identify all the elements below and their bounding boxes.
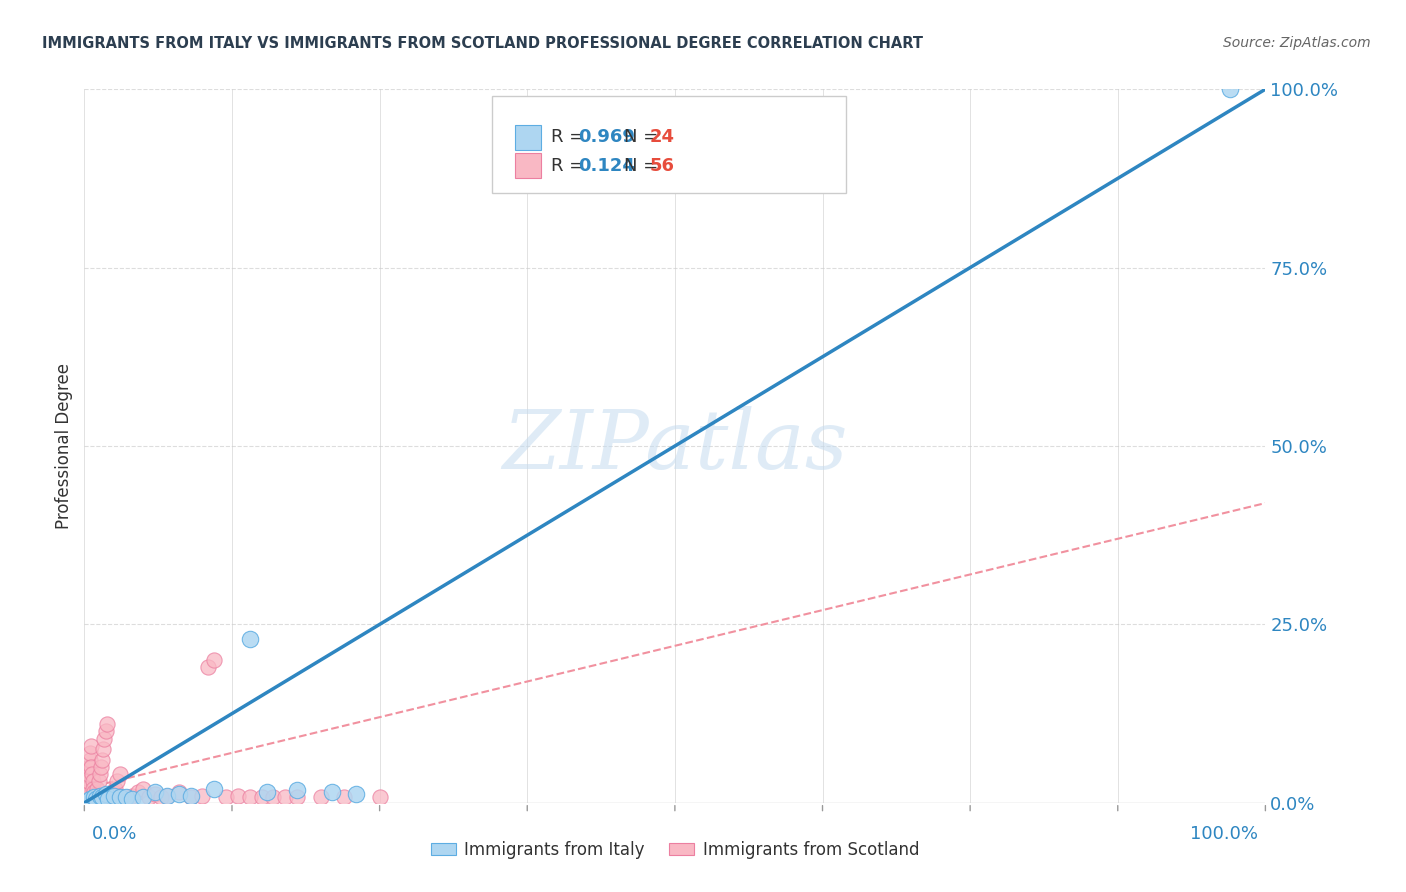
- Text: 100.0%: 100.0%: [1191, 825, 1258, 843]
- Point: [96, 717, 118, 731]
- Point: [101, 785, 124, 799]
- Point: [108, 767, 131, 781]
- Point: [83, 789, 105, 803]
- Point: [107, 774, 129, 789]
- Point: [94, 787, 117, 801]
- FancyBboxPatch shape: [516, 125, 541, 150]
- Point: [150, 790, 173, 805]
- Point: [262, 790, 284, 805]
- Point: [77, 794, 100, 808]
- Point: [121, 792, 143, 806]
- Text: 0.124: 0.124: [578, 157, 636, 175]
- Point: [79, 746, 101, 760]
- Point: [79, 753, 101, 767]
- Point: [333, 790, 356, 805]
- Point: [156, 789, 179, 803]
- Point: [156, 789, 179, 803]
- Point: [114, 790, 136, 805]
- Point: [83, 790, 105, 805]
- Point: [239, 632, 262, 646]
- Y-axis label: Professional Degree: Professional Degree: [55, 363, 73, 529]
- Point: [94, 724, 117, 739]
- Point: [167, 787, 190, 801]
- Point: [83, 785, 105, 799]
- Point: [90, 760, 112, 774]
- Text: ZIPatlas: ZIPatlas: [502, 406, 848, 486]
- Point: [97, 790, 120, 805]
- Point: [77, 760, 100, 774]
- Point: [274, 790, 297, 805]
- Point: [143, 787, 166, 801]
- Point: [76, 781, 98, 796]
- Point: [321, 785, 343, 799]
- Point: [89, 789, 111, 803]
- Point: [91, 790, 114, 805]
- Point: [132, 781, 155, 796]
- Point: [127, 785, 149, 799]
- Point: [82, 781, 104, 796]
- Point: [180, 790, 202, 805]
- Text: R =: R =: [551, 157, 583, 175]
- Point: [103, 789, 125, 803]
- Point: [80, 739, 103, 753]
- Point: [132, 790, 155, 805]
- Point: [87, 774, 110, 789]
- FancyBboxPatch shape: [516, 153, 541, 178]
- Point: [80, 760, 103, 774]
- Text: N =: N =: [624, 128, 658, 146]
- Point: [75, 789, 97, 803]
- Text: 0.969: 0.969: [578, 128, 636, 146]
- Point: [285, 783, 308, 797]
- Point: [143, 785, 166, 799]
- Point: [121, 789, 143, 803]
- Point: [84, 791, 107, 805]
- Point: [368, 790, 391, 805]
- Point: [202, 653, 225, 667]
- Point: [79, 792, 101, 806]
- Point: [77, 774, 100, 789]
- Point: [202, 781, 225, 796]
- Point: [93, 731, 115, 746]
- Text: 0.0%: 0.0%: [91, 825, 136, 843]
- FancyBboxPatch shape: [492, 96, 846, 193]
- Point: [250, 790, 273, 805]
- Point: [1219, 82, 1241, 96]
- Point: [97, 792, 120, 806]
- Point: [84, 790, 107, 805]
- Text: Source: ZipAtlas.com: Source: ZipAtlas.com: [1223, 36, 1371, 50]
- Point: [138, 790, 160, 805]
- Point: [104, 781, 127, 796]
- Point: [344, 787, 367, 801]
- Point: [285, 790, 308, 805]
- Point: [77, 767, 100, 781]
- Point: [82, 774, 104, 789]
- Point: [76, 785, 98, 799]
- Text: N =: N =: [624, 157, 658, 175]
- Point: [226, 789, 249, 803]
- Point: [309, 790, 332, 805]
- Point: [180, 789, 202, 803]
- Point: [84, 787, 107, 801]
- Point: [91, 753, 114, 767]
- Point: [89, 767, 111, 781]
- Point: [197, 660, 219, 674]
- Point: [108, 790, 131, 805]
- Point: [256, 785, 278, 799]
- Point: [75, 792, 97, 806]
- Point: [191, 789, 214, 803]
- Point: [86, 781, 108, 796]
- Point: [114, 790, 136, 805]
- Point: [98, 789, 121, 803]
- Text: R =: R =: [551, 128, 583, 146]
- Text: IMMIGRANTS FROM ITALY VS IMMIGRANTS FROM SCOTLAND PROFESSIONAL DEGREE CORRELATIO: IMMIGRANTS FROM ITALY VS IMMIGRANTS FROM…: [42, 36, 924, 51]
- Point: [80, 767, 103, 781]
- Point: [91, 742, 114, 756]
- Point: [239, 790, 262, 805]
- Point: [215, 790, 238, 805]
- Text: 24: 24: [650, 128, 675, 146]
- Legend: Immigrants from Italy, Immigrants from Scotland: Immigrants from Italy, Immigrants from S…: [423, 835, 927, 866]
- Point: [167, 785, 190, 799]
- Text: 56: 56: [650, 157, 675, 175]
